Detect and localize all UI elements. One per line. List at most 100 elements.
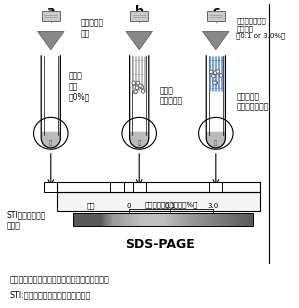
Bar <box>94 213 95 226</box>
Text: フタロシアニン濃度（%）: フタロシアニン濃度（%） <box>144 201 198 208</box>
Bar <box>169 213 170 226</box>
Bar <box>172 213 173 226</box>
Circle shape <box>214 81 218 84</box>
Bar <box>145 213 146 226</box>
Bar <box>126 213 127 226</box>
Bar <box>207 213 208 226</box>
Bar <box>85 213 86 226</box>
Bar <box>176 213 177 226</box>
Bar <box>223 213 224 226</box>
Bar <box>154 213 155 226</box>
Bar <box>247 213 248 226</box>
Bar <box>76 213 77 226</box>
Bar <box>149 213 150 226</box>
Bar <box>116 213 117 226</box>
Bar <box>107 213 108 226</box>
Polygon shape <box>207 132 225 147</box>
Bar <box>209 182 222 192</box>
Bar <box>242 213 243 226</box>
Bar <box>193 213 195 226</box>
Text: 図２．繊維に吸着したアレルゲンの簡易定量法: 図２．繊維に吸着したアレルゲンの簡易定量法 <box>10 275 109 284</box>
Bar <box>93 213 94 226</box>
Bar <box>127 213 128 226</box>
Bar <box>224 213 225 226</box>
Bar <box>136 213 137 226</box>
Text: c: c <box>212 5 219 18</box>
Bar <box>166 213 167 226</box>
Circle shape <box>134 90 137 93</box>
Bar <box>232 213 233 226</box>
Bar <box>80 213 81 226</box>
Text: 0.1: 0.1 <box>164 203 176 209</box>
Bar <box>151 213 152 226</box>
Circle shape <box>132 81 135 85</box>
Circle shape <box>213 81 216 85</box>
Bar <box>252 213 253 226</box>
Bar <box>202 213 204 226</box>
Bar <box>237 213 238 226</box>
Bar <box>100 213 101 226</box>
Circle shape <box>219 74 223 77</box>
Bar <box>157 213 158 226</box>
Polygon shape <box>130 132 148 147</box>
Bar <box>130 213 132 226</box>
Bar <box>92 213 93 226</box>
Bar <box>239 213 240 226</box>
Bar <box>167 213 168 226</box>
Polygon shape <box>41 56 60 148</box>
Bar <box>241 213 242 226</box>
Bar <box>188 213 189 226</box>
Circle shape <box>133 90 137 94</box>
Bar <box>248 213 249 226</box>
Bar <box>180 213 181 226</box>
Polygon shape <box>38 31 64 50</box>
Bar <box>141 213 142 226</box>
Bar <box>108 213 109 226</box>
Bar <box>44 182 57 192</box>
Bar <box>77 213 78 226</box>
Bar <box>155 213 157 226</box>
Bar <box>238 213 239 226</box>
Bar <box>184 213 185 226</box>
Bar <box>243 213 244 226</box>
Bar <box>114 213 115 226</box>
Bar <box>83 213 84 226</box>
Bar <box>150 213 151 226</box>
Bar <box>251 213 252 226</box>
Bar <box>146 213 147 226</box>
Bar <box>121 213 123 226</box>
Bar <box>90 213 91 226</box>
Bar <box>120 213 121 226</box>
Bar <box>233 213 234 226</box>
Bar <box>102 213 103 226</box>
Bar <box>177 213 179 226</box>
Bar <box>109 213 110 226</box>
Bar <box>187 213 188 226</box>
Bar <box>173 213 175 226</box>
Bar <box>144 213 145 226</box>
Circle shape <box>132 82 136 86</box>
Bar <box>196 213 197 226</box>
Bar <box>199 213 200 226</box>
Text: 対照: 対照 <box>86 203 95 209</box>
Bar <box>106 213 107 226</box>
Bar <box>122 213 123 226</box>
Bar <box>229 213 231 226</box>
Text: SDS-PAGE: SDS-PAGE <box>125 238 195 251</box>
Bar <box>96 213 97 226</box>
Bar <box>98 213 99 226</box>
Bar <box>111 213 112 226</box>
Text: アレルゲン
溶液: アレルゲン 溶液 <box>80 18 103 38</box>
Bar <box>217 213 218 226</box>
Text: STI:ダイズトリプシンインヒビター: STI:ダイズトリプシンインヒビター <box>10 290 91 299</box>
Bar <box>240 213 241 226</box>
Bar <box>158 213 159 226</box>
Bar <box>171 213 172 226</box>
Bar <box>160 213 161 226</box>
Bar <box>86 213 87 226</box>
Bar <box>249 213 250 226</box>
Bar <box>195 213 196 226</box>
Bar <box>210 213 212 226</box>
Bar <box>95 213 97 226</box>
Text: フタロシアニン
染色繊維
（0.1 or 3.0%）: フタロシアニン 染色繊維 （0.1 or 3.0%） <box>237 17 286 39</box>
